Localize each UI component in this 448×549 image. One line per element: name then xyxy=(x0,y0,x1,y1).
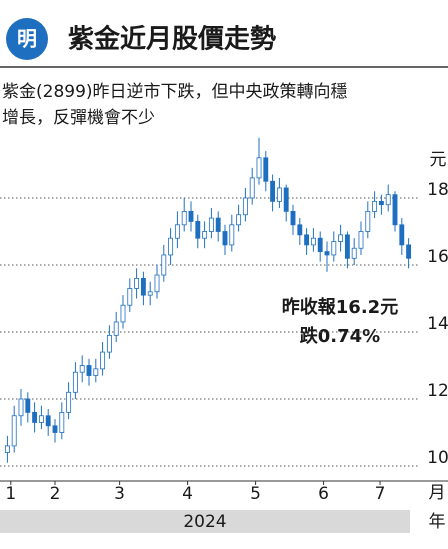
subtitle: 增長，反彈機會不少 xyxy=(2,108,155,128)
x-axis-label: 月 xyxy=(429,483,446,503)
annotation: 昨收報16.2元 xyxy=(282,296,398,318)
candle-body xyxy=(372,200,378,212)
candle-body xyxy=(188,210,194,222)
y-tick-label: 18 xyxy=(427,180,448,200)
candle-body xyxy=(297,224,303,236)
x-tick-label: 4 xyxy=(182,484,193,504)
x-tick-label: 3 xyxy=(114,484,125,504)
candle-body xyxy=(59,411,65,433)
candle-body xyxy=(406,244,412,259)
candle-body xyxy=(168,237,174,256)
logo: 明 xyxy=(17,27,37,51)
annotation: 跌0.74% xyxy=(300,325,380,347)
year-band xyxy=(0,510,410,533)
candle-body xyxy=(25,398,31,413)
y-tick-label: 10 xyxy=(427,448,448,468)
candle-body xyxy=(174,224,180,239)
candle-body xyxy=(263,157,269,182)
candle-body xyxy=(32,411,38,423)
year-label: 年 xyxy=(429,512,446,532)
candle-body xyxy=(392,194,398,226)
candle-body xyxy=(4,445,10,453)
candle-body xyxy=(385,194,391,206)
candle-body xyxy=(120,304,126,323)
candle-body xyxy=(304,234,310,246)
y-tick-label: 12 xyxy=(427,381,448,401)
candle-body xyxy=(86,365,92,376)
candle-body xyxy=(38,415,44,423)
candle-body xyxy=(161,254,167,276)
candle-body xyxy=(181,210,187,226)
x-tick-label: 2 xyxy=(50,484,61,504)
candle-body xyxy=(399,224,405,246)
x-tick-label: 5 xyxy=(250,484,261,504)
candle-body xyxy=(249,177,255,199)
candle-body xyxy=(378,200,384,206)
candle-body xyxy=(283,187,289,212)
candle-body xyxy=(270,180,276,202)
candle-body xyxy=(229,224,235,246)
candle-body xyxy=(195,221,201,239)
candle-body xyxy=(134,277,140,289)
y-axis-label: 元 xyxy=(430,150,447,170)
candle-body xyxy=(317,237,323,252)
candle-body xyxy=(45,415,51,427)
candle-body xyxy=(331,241,337,256)
candle-body xyxy=(358,231,364,249)
subtitle: 紫金(2899)昨日逆市下跌，但中央政策轉向穩 xyxy=(2,82,348,102)
candle-body xyxy=(147,291,153,296)
candle-body xyxy=(365,210,371,232)
candle-body xyxy=(344,234,350,259)
chart-title: 紫金近月股價走勢 xyxy=(68,24,276,55)
candle-body xyxy=(79,365,85,373)
candle-body xyxy=(100,351,106,370)
x-tick-label: 1 xyxy=(5,484,16,504)
candle-body xyxy=(351,247,357,259)
candle-body xyxy=(154,274,160,293)
candle-body xyxy=(140,277,146,296)
candle-body xyxy=(72,371,78,393)
candle-body xyxy=(222,231,228,246)
candle-body xyxy=(338,234,344,242)
candle-body xyxy=(202,231,208,239)
year: 2024 xyxy=(183,512,226,532)
y-tick-label: 14 xyxy=(427,314,448,334)
candle-body xyxy=(127,288,133,306)
candle-body xyxy=(276,187,282,202)
candle-body xyxy=(310,237,316,246)
candle-body xyxy=(66,391,72,413)
candle-body xyxy=(208,217,214,232)
candle-body xyxy=(11,415,17,447)
candle-body xyxy=(242,197,248,216)
y-tick-label: 16 xyxy=(427,247,448,267)
candle-body xyxy=(215,217,221,232)
x-tick-label: 7 xyxy=(375,484,386,504)
candle-body xyxy=(324,251,330,256)
candle-body xyxy=(93,368,99,376)
logo-badge xyxy=(6,18,48,60)
candle-body xyxy=(290,210,296,226)
candle-body xyxy=(113,321,119,336)
candle-body xyxy=(18,398,24,417)
x-tick-label: 6 xyxy=(318,484,329,504)
candle-body xyxy=(256,157,262,179)
candle-body xyxy=(236,214,242,226)
candle-body xyxy=(52,425,58,433)
candle-body xyxy=(106,334,112,353)
